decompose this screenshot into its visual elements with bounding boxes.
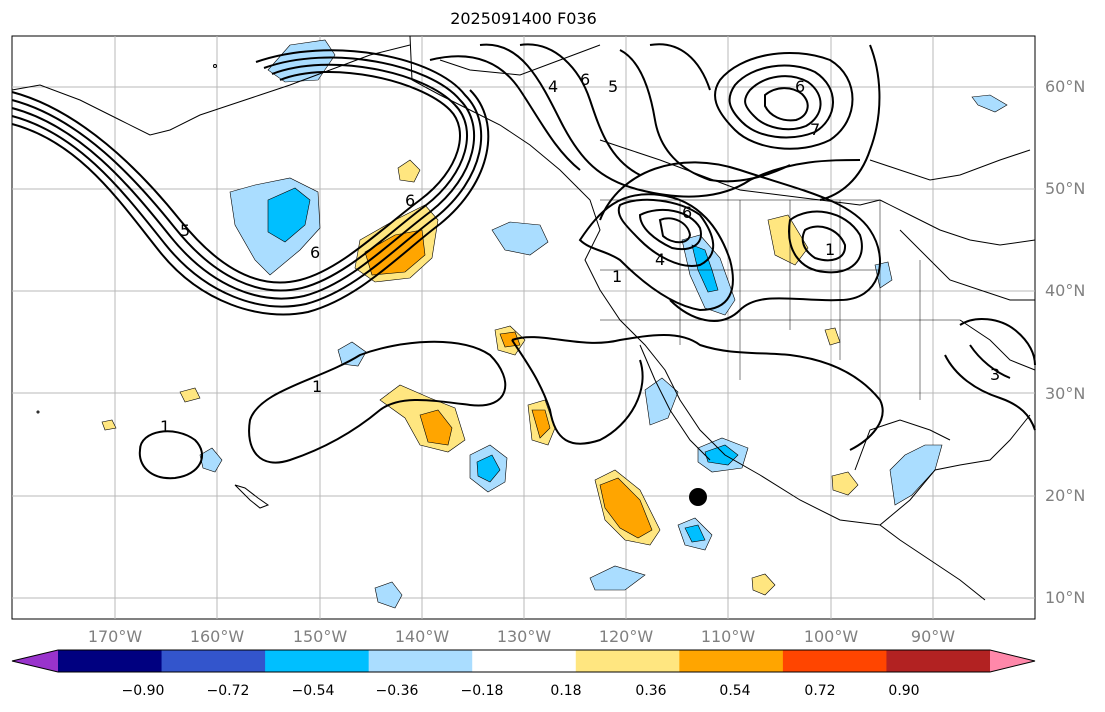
colorbar-tick-label: 0.54 xyxy=(719,683,751,699)
coastlines xyxy=(11,35,1036,601)
colorbar-tick-label: −0.54 xyxy=(291,683,335,699)
lon-label: 150°W xyxy=(292,627,348,646)
colorbar-extend-min xyxy=(12,650,58,672)
contour-label: 6 xyxy=(682,203,692,222)
contour-labels: 1 1 1 5 6 6 6 5 4 6 1 7 6 4 3 xyxy=(160,70,1000,436)
contour-label: 4 xyxy=(548,77,558,96)
lon-label: 160°W xyxy=(189,627,245,646)
lat-label: 50°N xyxy=(1045,179,1086,198)
colorbar-bin xyxy=(679,650,784,672)
lon-label: 90°W xyxy=(910,627,956,646)
colorbar-tick-label: 0.36 xyxy=(635,683,667,699)
lat-label: 60°N xyxy=(1045,77,1086,96)
lat-label: 30°N xyxy=(1045,384,1086,403)
lon-label: 110°W xyxy=(700,627,756,646)
colorbar-bin xyxy=(161,650,266,672)
contour-label: 4 xyxy=(655,250,665,269)
colorbar-extend-max xyxy=(990,650,1035,672)
contour-label: 5 xyxy=(608,77,618,96)
lat-label: 10°N xyxy=(1045,588,1086,607)
state-borders xyxy=(600,199,960,400)
colorbar-tick-label: −0.72 xyxy=(206,683,250,699)
lon-label: 170°W xyxy=(87,627,143,646)
colorbar-bin xyxy=(472,650,577,672)
islands xyxy=(36,64,270,509)
lon-label: 130°W xyxy=(496,627,552,646)
colorbar-tick-label: −0.18 xyxy=(460,683,504,699)
colorbar-bin xyxy=(265,650,370,672)
contour-label: 6 xyxy=(580,70,590,89)
contour-label: 3 xyxy=(990,365,1000,384)
contour-label: 1 xyxy=(312,377,322,396)
contours xyxy=(11,43,1036,480)
lon-label: 120°W xyxy=(598,627,654,646)
colorbar-bin xyxy=(58,650,163,672)
contour-label: 5 xyxy=(180,221,190,240)
lon-label: 140°W xyxy=(394,627,450,646)
storm-center-marker xyxy=(689,488,707,506)
contour-label: 6 xyxy=(310,243,320,262)
contour-label: 1 xyxy=(612,267,622,286)
colorbar-bin xyxy=(886,650,991,672)
colorbar xyxy=(11,649,1036,673)
contour-label: 6 xyxy=(405,191,415,210)
colorbar-tick-label: 0.72 xyxy=(804,683,836,699)
contour-label: 7 xyxy=(810,120,820,139)
lat-label: 20°N xyxy=(1045,486,1086,505)
contour-label: 1 xyxy=(825,240,835,259)
lat-label: 40°N xyxy=(1045,281,1086,300)
colorbar-tick-label: 0.18 xyxy=(550,683,582,699)
colorbar-outline xyxy=(11,649,1036,673)
contour-label: 6 xyxy=(795,77,805,96)
colorbar-tick-label: 0.90 xyxy=(888,683,920,699)
colorbar-bin xyxy=(782,650,887,672)
plot-title: 2025091400 F036 xyxy=(450,9,597,28)
colorbar-tick-label: −0.90 xyxy=(121,683,165,699)
lon-label: 100°W xyxy=(803,627,859,646)
colorbar-bin xyxy=(368,650,473,672)
colorbar-tick-label: −0.36 xyxy=(375,683,419,699)
colorbar-bin xyxy=(575,650,680,672)
contour-label: 1 xyxy=(160,417,170,436)
